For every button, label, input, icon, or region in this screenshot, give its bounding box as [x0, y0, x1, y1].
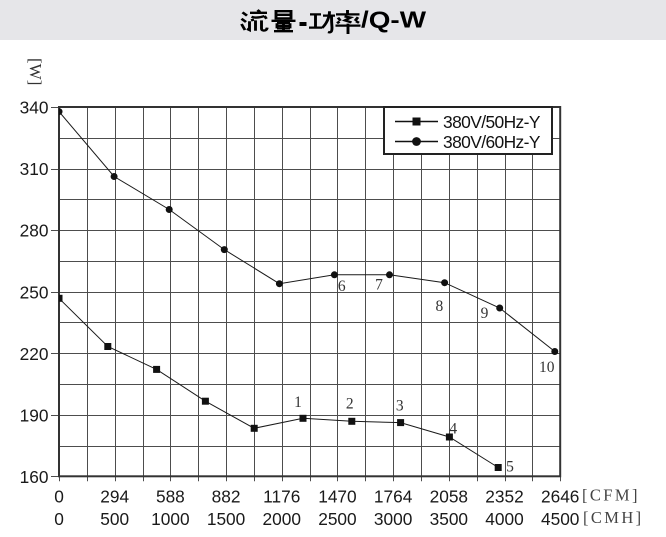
svg-text:0: 0: [54, 486, 64, 506]
svg-text:4500: 4500: [541, 509, 579, 529]
svg-text:2646: 2646: [541, 486, 579, 506]
svg-text:340: 340: [20, 98, 49, 118]
svg-text:1764: 1764: [374, 486, 413, 506]
svg-text:7: 7: [375, 277, 383, 294]
svg-text:4: 4: [449, 421, 457, 438]
svg-text:1470: 1470: [318, 486, 356, 506]
svg-text:8: 8: [436, 298, 444, 315]
svg-text:882: 882: [212, 486, 241, 506]
svg-text:190: 190: [20, 405, 49, 425]
svg-text:1500: 1500: [207, 509, 245, 529]
svg-text:250: 250: [20, 282, 49, 302]
svg-text:[W]: [W]: [26, 58, 45, 85]
svg-text:160: 160: [20, 467, 49, 487]
svg-text:4000: 4000: [485, 509, 523, 529]
svg-text:3000: 3000: [374, 509, 412, 529]
svg-text:2500: 2500: [318, 509, 356, 529]
svg-text:220: 220: [20, 344, 49, 364]
svg-text:280: 280: [20, 221, 49, 241]
svg-text:1000: 1000: [151, 509, 189, 529]
svg-text:310: 310: [20, 159, 49, 179]
svg-text:3: 3: [396, 397, 404, 414]
svg-text:[CMH]: [CMH]: [583, 508, 644, 527]
svg-text:1176: 1176: [263, 486, 300, 506]
svg-text:9: 9: [481, 305, 489, 322]
svg-text:500: 500: [100, 509, 129, 529]
svg-text:0: 0: [54, 509, 64, 529]
svg-text:2000: 2000: [263, 509, 301, 529]
svg-text:2: 2: [346, 395, 354, 412]
svg-text:10: 10: [539, 359, 555, 376]
svg-text:6: 6: [338, 278, 346, 295]
svg-text:5: 5: [506, 459, 514, 476]
svg-text:294: 294: [100, 486, 129, 506]
svg-text:588: 588: [156, 486, 185, 506]
svg-text:3500: 3500: [430, 509, 468, 529]
svg-text:[CFM]: [CFM]: [582, 486, 640, 505]
svg-text:380V/60Hz-Y: 380V/60Hz-Y: [443, 132, 541, 152]
svg-text:2058: 2058: [430, 486, 468, 506]
svg-text:1: 1: [294, 394, 302, 411]
svg-text:/Q-W: /Q-W: [361, 6, 427, 32]
svg-text:2352: 2352: [485, 486, 523, 506]
svg-text:380V/50Hz-Y: 380V/50Hz-Y: [443, 112, 541, 132]
